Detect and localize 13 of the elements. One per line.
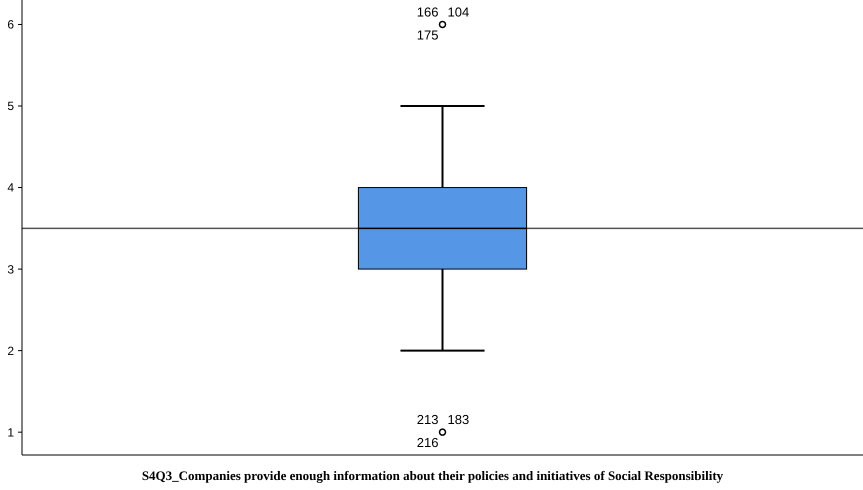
y-tick-label: 3	[7, 262, 14, 276]
annotation: 183	[448, 412, 470, 428]
annotation: 175	[416, 27, 438, 42]
y-tick-label: 6	[7, 18, 14, 32]
y-tick-label: 5	[7, 99, 14, 114]
y-tick-label: 4	[7, 180, 14, 195]
annotation: 104	[448, 4, 470, 20]
x-axis-title: S4Q3_Companies provide enough information about their policies and initiatives of Social Responsibility	[142, 468, 724, 483]
y-tick-label: 2	[7, 344, 14, 358]
annotation: 213	[416, 412, 438, 428]
annotation: 216	[416, 435, 438, 450]
y-tick-label: 1	[7, 425, 14, 440]
annotation: 166	[416, 4, 438, 20]
